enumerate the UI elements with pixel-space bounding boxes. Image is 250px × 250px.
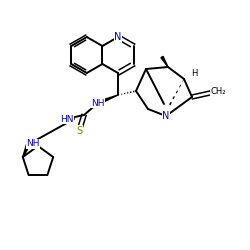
Text: H: H bbox=[191, 70, 197, 78]
Text: NH: NH bbox=[26, 140, 40, 148]
Text: HN: HN bbox=[60, 114, 74, 124]
Text: S: S bbox=[76, 126, 82, 136]
Text: NH: NH bbox=[91, 98, 105, 108]
Polygon shape bbox=[161, 56, 168, 67]
Text: N: N bbox=[114, 32, 122, 42]
Polygon shape bbox=[23, 140, 30, 157]
Polygon shape bbox=[98, 95, 118, 104]
Text: CH₂: CH₂ bbox=[210, 86, 226, 96]
Text: N: N bbox=[162, 111, 170, 121]
